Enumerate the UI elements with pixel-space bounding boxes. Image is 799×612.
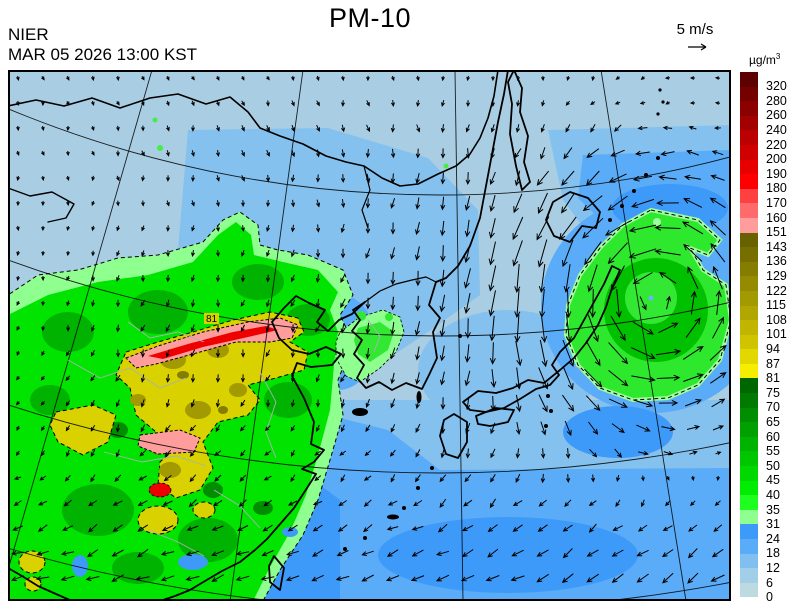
legend-swatch [740, 466, 758, 481]
legend-label: 70 [766, 400, 780, 415]
legend-swatch [740, 378, 758, 394]
island-dots [343, 88, 665, 551]
legend-swatch [740, 217, 758, 233]
legend-swatch [740, 305, 758, 321]
wind-reference-arrow-icon [684, 41, 714, 53]
legend-swatch [740, 115, 758, 131]
legend-swatch [740, 553, 758, 569]
legend-label: 280 [766, 93, 787, 108]
contour-label: 81 [206, 314, 218, 325]
wind-reference-label: 5 m/s [676, 21, 714, 38]
legend-label: 190 [766, 166, 787, 181]
legend-label: 170 [766, 195, 787, 210]
korea-pollution-patch [335, 309, 405, 383]
legend-label: 75 [766, 385, 780, 400]
map-border [8, 70, 731, 601]
legend-swatch [740, 144, 758, 160]
legend-swatch [740, 86, 758, 102]
legend-swatch [740, 568, 758, 583]
legend-label: 260 [766, 108, 787, 123]
legend-label: 180 [766, 181, 787, 196]
legend-label: 160 [766, 210, 787, 225]
legend-swatch [740, 276, 758, 291]
legend-swatch [740, 363, 758, 379]
legend-swatch [740, 422, 758, 437]
legend-label: 50 [766, 458, 780, 473]
legend-label: 94 [766, 341, 780, 356]
legend-swatch [740, 582, 758, 598]
legend-swatch [740, 393, 758, 408]
legend-swatch [740, 247, 758, 262]
legend-swatch [740, 188, 758, 204]
legend-label: 129 [766, 268, 787, 283]
legend-swatch [740, 203, 758, 218]
legend-colorbar [740, 72, 758, 598]
legend-label: 81 [766, 371, 780, 386]
legend-label: 12 [766, 560, 780, 575]
legend-label: 31 [766, 517, 780, 532]
legend-label: 40 [766, 487, 780, 502]
legend-swatch [740, 334, 758, 350]
legend-swatch [740, 509, 758, 525]
legend-label: 320 [766, 79, 787, 94]
legend-label: 108 [766, 312, 787, 327]
legend-swatch [740, 320, 758, 335]
legend-swatch [740, 451, 758, 467]
legend-label: 151 [766, 225, 787, 240]
legend-label: 240 [766, 122, 787, 137]
legend-swatch [740, 174, 758, 189]
legend-swatch [740, 290, 758, 306]
legend-label: 18 [766, 546, 780, 561]
legend-swatch [740, 349, 758, 364]
lakes [72, 527, 298, 577]
legend-label: 6 [766, 575, 773, 590]
admin-boundaries [67, 319, 583, 557]
map-canvas: 81 [8, 70, 731, 601]
legend-label: 143 [766, 239, 787, 254]
legend-label: 55 [766, 444, 780, 459]
legend-swatch [740, 232, 758, 248]
forecast-map: 81 [8, 70, 731, 601]
legend-swatch [740, 480, 758, 496]
page-title: PM-10 [328, 3, 412, 33]
legend-label: 115 [766, 298, 786, 313]
legend-swatch [740, 72, 758, 87]
unit-label: µg/m3 [749, 52, 781, 67]
agency-label: NIER [8, 25, 49, 44]
legend-label: 0 [766, 590, 773, 605]
legend-label: 45 [766, 473, 780, 488]
datetime-label: MAR 05 2026 13:00 KST [8, 45, 198, 64]
legend-swatch [740, 101, 758, 116]
legend-label: 101 [766, 327, 787, 342]
legend: 320 280 260 240 220 200 190 180 170 160 151 143 136 1… [740, 72, 799, 604]
legend-label: 60 [766, 429, 780, 444]
legend-swatch [740, 495, 758, 510]
wind-arrows [11, 75, 727, 584]
legend-label: 220 [766, 137, 787, 152]
legend-swatch [740, 261, 758, 277]
legend-label: 65 [766, 414, 780, 429]
legend-label: 35 [766, 502, 780, 517]
legend-label: 200 [766, 152, 787, 167]
contour-label-group: 81 [204, 313, 219, 325]
pm-specks [152, 117, 449, 169]
legend-label: 24 [766, 531, 780, 546]
legend-swatch [740, 539, 758, 554]
legend-label: 122 [766, 283, 787, 298]
legend-label: 87 [766, 356, 780, 371]
legend-swatch [740, 159, 758, 175]
legend-label: 136 [766, 254, 787, 269]
legend-swatch [740, 436, 758, 452]
legend-swatch [740, 524, 758, 539]
pacific-vortex [563, 207, 731, 403]
legend-swatch [740, 407, 758, 423]
legend-swatch [740, 130, 758, 145]
